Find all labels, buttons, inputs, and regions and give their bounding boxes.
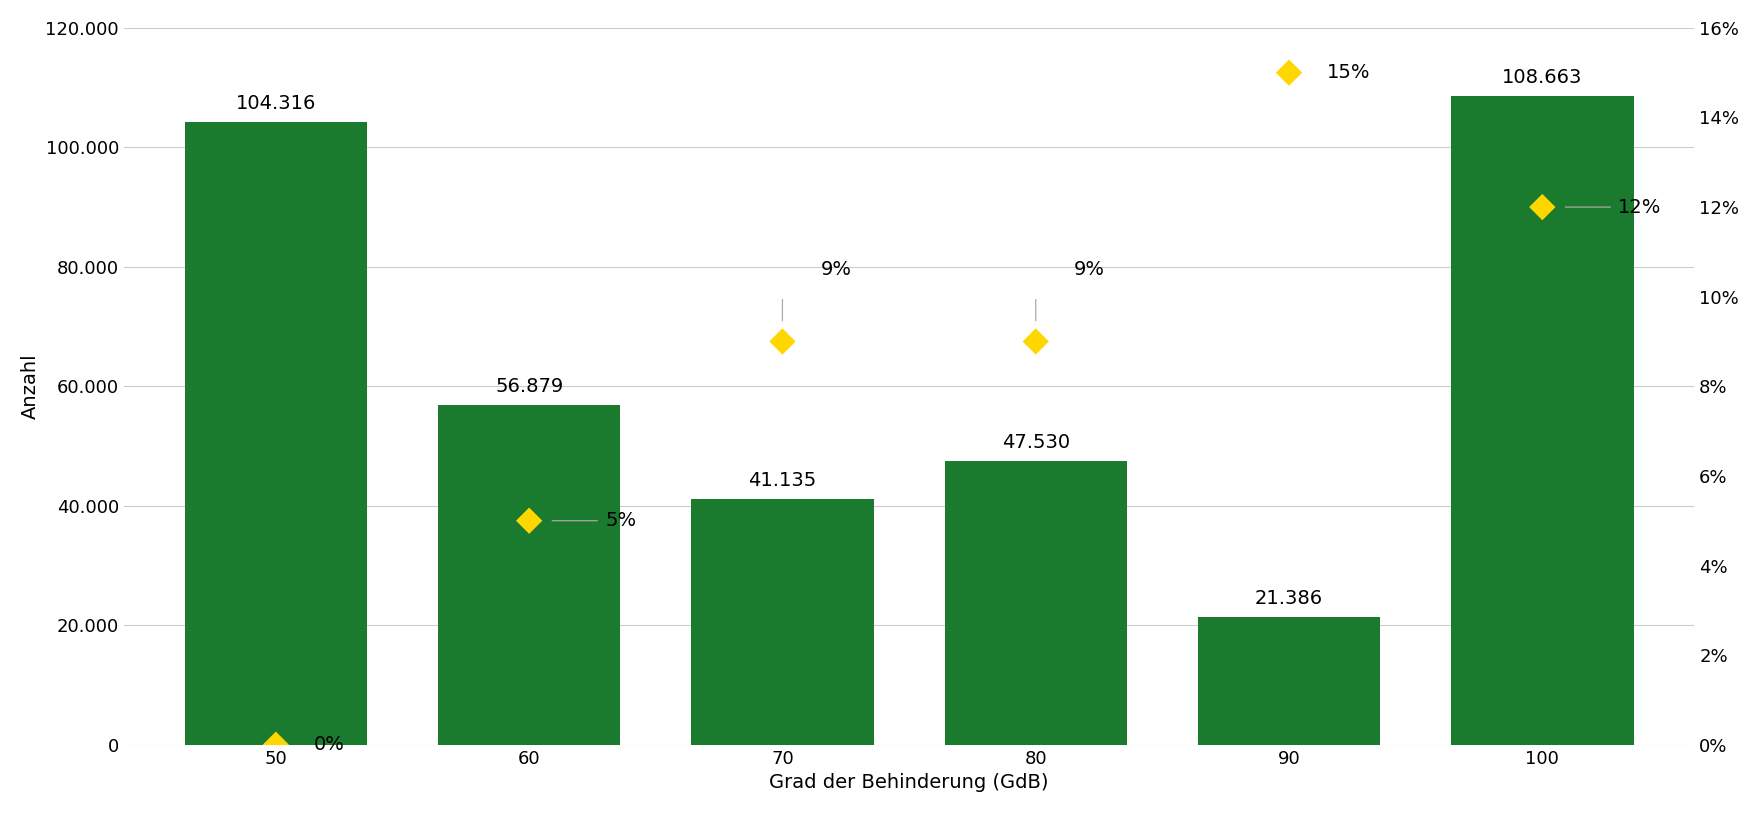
Text: 104.316: 104.316	[236, 93, 317, 112]
Text: 47.530: 47.530	[1001, 433, 1070, 452]
Y-axis label: Anzahl: Anzahl	[21, 354, 40, 420]
Text: 56.879: 56.879	[495, 377, 563, 396]
Text: 15%: 15%	[1327, 63, 1371, 82]
Bar	[438, 405, 620, 745]
Text: 41.135: 41.135	[748, 471, 817, 490]
Bar	[692, 499, 873, 745]
Bar	[185, 121, 368, 745]
Point	[516, 514, 544, 527]
X-axis label: Grad der Behinderung (GdB): Grad der Behinderung (GdB)	[769, 773, 1049, 792]
Text: 0%: 0%	[313, 735, 345, 754]
Text: 9%: 9%	[820, 260, 852, 279]
Point	[1528, 201, 1556, 214]
Point	[1021, 335, 1049, 348]
Point	[769, 335, 797, 348]
Point	[262, 738, 290, 751]
Bar	[1452, 96, 1633, 745]
Text: 9%: 9%	[1074, 260, 1105, 279]
Text: 108.663: 108.663	[1501, 67, 1582, 87]
Text: 21.386: 21.386	[1255, 589, 1324, 608]
Bar	[945, 461, 1126, 745]
Text: 5%: 5%	[605, 511, 637, 530]
Text: 12%: 12%	[1617, 198, 1661, 216]
Bar	[1199, 617, 1380, 745]
Point	[1274, 66, 1302, 79]
